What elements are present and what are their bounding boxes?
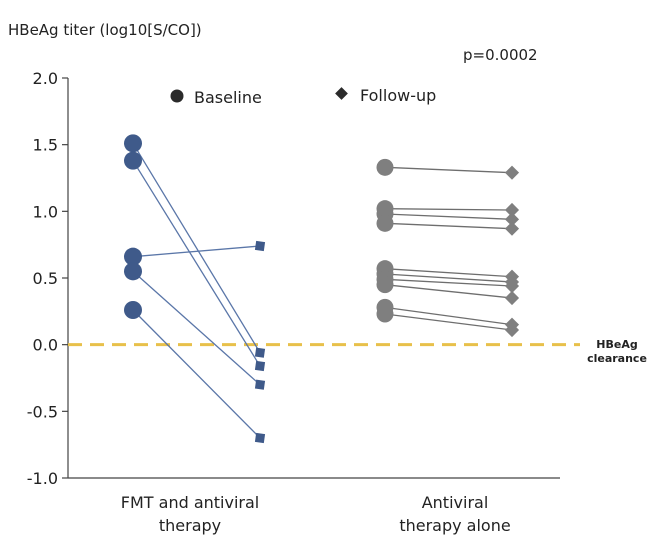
followup-point: [254, 347, 266, 358]
series-antiviral-alone: [376, 158, 520, 338]
connector-line: [384, 222, 513, 230]
baseline-point: [124, 301, 142, 319]
legend-baseline-label: Baseline: [194, 88, 262, 107]
category-labels: FMT and antiviral therapy Antiviral ther…: [121, 493, 511, 535]
baseline-point: [124, 247, 142, 266]
legend: Baseline Follow-up: [170, 86, 436, 107]
y-tick-label: -1.0: [27, 469, 58, 488]
category-label-fmt-line1: FMT and antiviral: [121, 493, 259, 512]
connector-line: [384, 166, 513, 174]
p-value: p=0.0002: [463, 46, 538, 64]
axes: 2.0 1.5 1.0 0.5 0.0 -0.5 -1.0: [27, 69, 560, 488]
y-axis-label: HBeAg titer (log10[S/CO]): [8, 21, 202, 39]
followup-point: [254, 379, 266, 390]
threshold-label-line1: HBeAg: [596, 338, 637, 351]
connector-line: [384, 313, 513, 331]
followup-point: [254, 360, 266, 372]
connector-line: [384, 208, 513, 211]
series-fmt-antiviral: [124, 134, 266, 444]
baseline-point: [376, 214, 394, 232]
category-label-fmt-line2: therapy: [159, 516, 221, 535]
y-tick-label: -0.5: [27, 402, 58, 421]
threshold: HBeAg clearance: [68, 338, 647, 365]
connector-line: [132, 270, 261, 386]
followup-point: [504, 165, 520, 180]
y-tick-label: 0.5: [33, 269, 58, 288]
y-tick-label: 1.5: [33, 136, 58, 155]
connector-line: [132, 245, 261, 258]
connector-line: [132, 142, 261, 354]
connector-line: [384, 278, 513, 287]
legend-baseline-marker: [170, 89, 184, 103]
connector-line: [384, 273, 513, 283]
connector-line: [132, 309, 261, 439]
y-tick-label: 1.0: [33, 202, 58, 221]
baseline-point: [124, 262, 142, 281]
followup-point: [504, 278, 520, 294]
followup-point: [254, 240, 266, 252]
followup-point: [504, 202, 520, 218]
followup-point: [504, 322, 520, 338]
legend-followup-marker: [335, 87, 348, 100]
connector-line: [384, 284, 513, 299]
threshold-label-line2: clearance: [587, 352, 647, 365]
connector-line: [384, 306, 513, 326]
followup-point: [254, 432, 266, 444]
connector-line: [132, 160, 261, 367]
y-tick-label: 2.0: [33, 69, 58, 88]
followup-point: [504, 290, 520, 306]
followup-point: [504, 221, 520, 236]
category-label-antiviral-line2: therapy alone: [399, 516, 510, 535]
y-tick-label: 0.0: [33, 336, 58, 355]
baseline-point: [376, 305, 394, 323]
baseline-point: [376, 158, 394, 176]
followup-point: [504, 212, 520, 227]
baseline-point: [376, 276, 394, 294]
baseline-point: [124, 151, 142, 170]
connector-line: [384, 268, 513, 278]
baseline-point: [124, 134, 142, 153]
legend-followup-label: Follow-up: [360, 86, 436, 105]
connector-line: [384, 213, 513, 220]
category-label-antiviral-line1: Antiviral: [422, 493, 489, 512]
